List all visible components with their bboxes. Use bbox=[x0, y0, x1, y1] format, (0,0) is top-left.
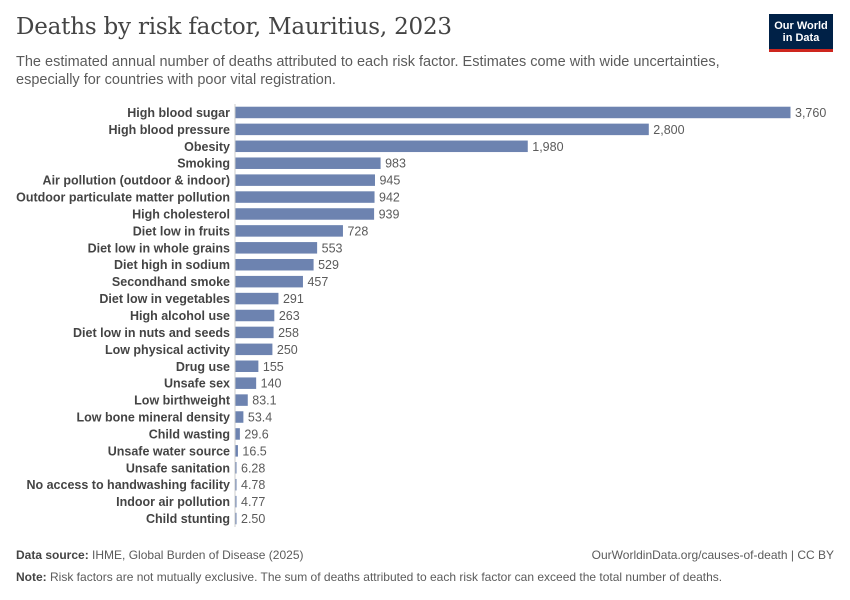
value-label: 155 bbox=[263, 360, 284, 374]
category-label: Low birthweight bbox=[134, 394, 231, 408]
bar[interactable] bbox=[235, 242, 318, 254]
owid-logo[interactable]: Our World in Data bbox=[769, 14, 833, 52]
value-label: 939 bbox=[379, 207, 400, 221]
bar[interactable] bbox=[235, 208, 375, 220]
bar[interactable] bbox=[235, 174, 375, 186]
bar[interactable] bbox=[235, 512, 237, 525]
value-label: 1,980 bbox=[532, 140, 563, 154]
category-label: High alcohol use bbox=[130, 309, 230, 323]
category-label: Secondhand smoke bbox=[112, 275, 230, 289]
value-label: 2.50 bbox=[241, 512, 265, 526]
chart-title: Deaths by risk factor, Mauritius, 2023 bbox=[16, 14, 452, 40]
category-label: High blood pressure bbox=[108, 123, 230, 137]
bar[interactable] bbox=[235, 360, 259, 373]
bar[interactable] bbox=[235, 478, 237, 491]
category-label: Outdoor particulate matter pollution bbox=[16, 191, 230, 205]
category-label: Air pollution (outdoor & indoor) bbox=[43, 174, 230, 188]
category-label: High cholesterol bbox=[132, 207, 230, 221]
category-label: Diet low in fruits bbox=[133, 224, 230, 238]
bar[interactable] bbox=[235, 309, 275, 322]
bar[interactable] bbox=[235, 428, 240, 440]
bar[interactable] bbox=[235, 394, 248, 406]
bar[interactable] bbox=[235, 157, 381, 169]
footer-note-row: Note: Risk factors are not mutually excl… bbox=[16, 570, 834, 584]
value-label: 457 bbox=[307, 275, 328, 289]
source-url-link[interactable]: OurWorldinData.org/causes-of-death | CC … bbox=[591, 548, 834, 562]
bar[interactable] bbox=[235, 191, 375, 203]
category-label: No access to handwashing facility bbox=[26, 478, 230, 492]
category-label: Child stunting bbox=[146, 512, 230, 526]
bar[interactable] bbox=[235, 225, 343, 237]
value-label: 53.4 bbox=[248, 411, 272, 425]
value-label: 3,760 bbox=[795, 106, 826, 120]
value-label: 29.6 bbox=[244, 427, 268, 441]
bar[interactable] bbox=[235, 292, 279, 305]
value-label: 140 bbox=[261, 377, 282, 391]
category-label: Drug use bbox=[176, 360, 230, 374]
value-label: 728 bbox=[347, 224, 368, 238]
value-label: 258 bbox=[278, 326, 299, 340]
category-label: Low bone mineral density bbox=[77, 411, 231, 425]
bar[interactable] bbox=[235, 377, 257, 389]
source-label: Data source: bbox=[16, 548, 89, 562]
category-label: Diet low in vegetables bbox=[99, 292, 230, 306]
value-label: 6.28 bbox=[241, 461, 265, 475]
value-label: 250 bbox=[277, 343, 298, 357]
value-label: 291 bbox=[283, 292, 304, 306]
value-label: 2,800 bbox=[653, 123, 684, 137]
category-label: Smoking bbox=[177, 157, 230, 171]
value-label: 945 bbox=[379, 174, 400, 188]
category-label: Child wasting bbox=[149, 427, 230, 441]
value-label: 16.5 bbox=[242, 444, 266, 458]
value-label: 263 bbox=[279, 309, 300, 323]
category-label: Unsafe sex bbox=[164, 377, 230, 391]
bar[interactable] bbox=[235, 140, 528, 153]
bar[interactable] bbox=[235, 462, 237, 474]
value-label: 83.1 bbox=[252, 394, 276, 408]
bar[interactable] bbox=[235, 106, 791, 119]
category-label: Diet high in sodium bbox=[114, 258, 230, 272]
category-label: Unsafe sanitation bbox=[126, 461, 230, 475]
bar[interactable] bbox=[235, 258, 314, 271]
bar[interactable] bbox=[235, 275, 303, 288]
category-label: Diet low in whole grains bbox=[88, 241, 230, 255]
value-label: 4.78 bbox=[241, 478, 265, 492]
chart-subtitle: The estimated annual number of deaths at… bbox=[16, 54, 720, 88]
logo-line-2: in Data bbox=[782, 32, 820, 44]
note-label: Note: bbox=[16, 570, 47, 584]
note-text: Risk factors are not mutually exclusive.… bbox=[50, 570, 723, 584]
value-label: 983 bbox=[385, 157, 406, 171]
category-label: Low physical activity bbox=[105, 343, 230, 357]
category-label: Obesity bbox=[184, 140, 230, 154]
value-label: 553 bbox=[322, 241, 343, 255]
category-label: Diet low in nuts and seeds bbox=[73, 326, 230, 340]
bar[interactable] bbox=[235, 343, 273, 356]
value-label: 942 bbox=[379, 191, 400, 205]
footer-source-row: Data source: IHME, Global Burden of Dise… bbox=[16, 548, 834, 562]
value-label: 529 bbox=[318, 258, 339, 272]
bar[interactable] bbox=[235, 445, 238, 457]
category-label: Indoor air pollution bbox=[116, 495, 230, 509]
bar[interactable] bbox=[235, 411, 244, 423]
source-text: IHME, Global Burden of Disease (2025) bbox=[92, 548, 304, 562]
bar[interactable] bbox=[235, 123, 649, 136]
bar[interactable] bbox=[235, 326, 274, 339]
bar[interactable] bbox=[235, 495, 237, 508]
category-label: High blood sugar bbox=[127, 106, 230, 120]
logo-line-1: Our World bbox=[774, 20, 828, 32]
category-label: Unsafe water source bbox=[108, 444, 230, 458]
value-label: 4.77 bbox=[241, 495, 265, 509]
